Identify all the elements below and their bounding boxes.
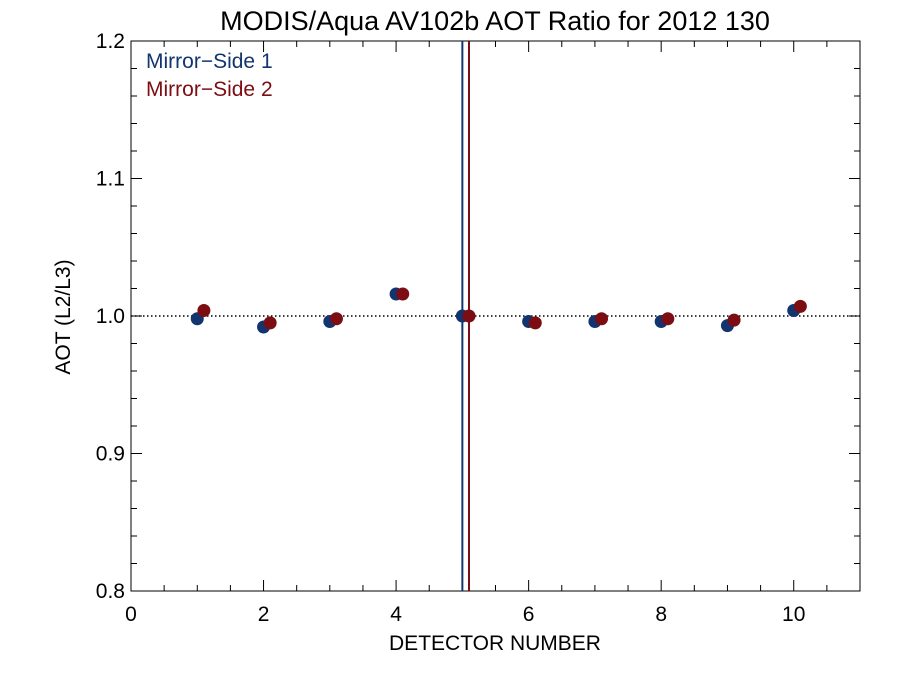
legend-item-mirror-side-2: Mirror−Side 2 bbox=[146, 78, 273, 101]
y-tick-label: 0.9 bbox=[96, 443, 125, 466]
x-tick-label: 10 bbox=[782, 603, 805, 626]
x-tick-label: 4 bbox=[390, 603, 402, 626]
x-tick-label: 2 bbox=[258, 603, 270, 626]
x-tick-label: 8 bbox=[655, 603, 667, 626]
x-axis-label: DETECTOR NUMBER bbox=[389, 632, 601, 655]
y-tick-label: 1.0 bbox=[96, 305, 125, 328]
data-point-mirror-side-2 bbox=[462, 309, 476, 323]
data-point-mirror-side-2 bbox=[595, 312, 609, 326]
y-axis-label: AOT (L2/L3) bbox=[52, 259, 75, 374]
y-tick-label: 0.8 bbox=[96, 580, 125, 603]
data-point-mirror-side-2 bbox=[793, 299, 807, 313]
data-point-mirror-side-2 bbox=[396, 287, 410, 301]
chart-title: MODIS/Aqua AV102b AOT Ratio for 2012 130 bbox=[220, 6, 770, 36]
legend-item-mirror-side-1: Mirror−Side 1 bbox=[146, 50, 273, 73]
data-point-mirror-side-2 bbox=[329, 312, 343, 326]
data-point-mirror-side-2 bbox=[661, 312, 675, 326]
data-point-mirror-side-2 bbox=[197, 304, 211, 317]
data-point-mirror-side-2 bbox=[263, 316, 277, 330]
plot-area: 0 2 4 6 8 10 0.8 0.9 1.0 1.1 1.2 bbox=[96, 30, 861, 626]
x-tick-label: 0 bbox=[125, 603, 137, 626]
legend: Mirror−Side 1 Mirror−Side 2 bbox=[146, 50, 273, 101]
x-tick-label: 6 bbox=[523, 603, 535, 626]
data-point-mirror-side-2 bbox=[727, 313, 741, 327]
data-point-mirror-side-2 bbox=[528, 316, 542, 330]
y-tick-label: 1.2 bbox=[96, 30, 125, 53]
y-tick-label: 1.1 bbox=[96, 168, 125, 191]
